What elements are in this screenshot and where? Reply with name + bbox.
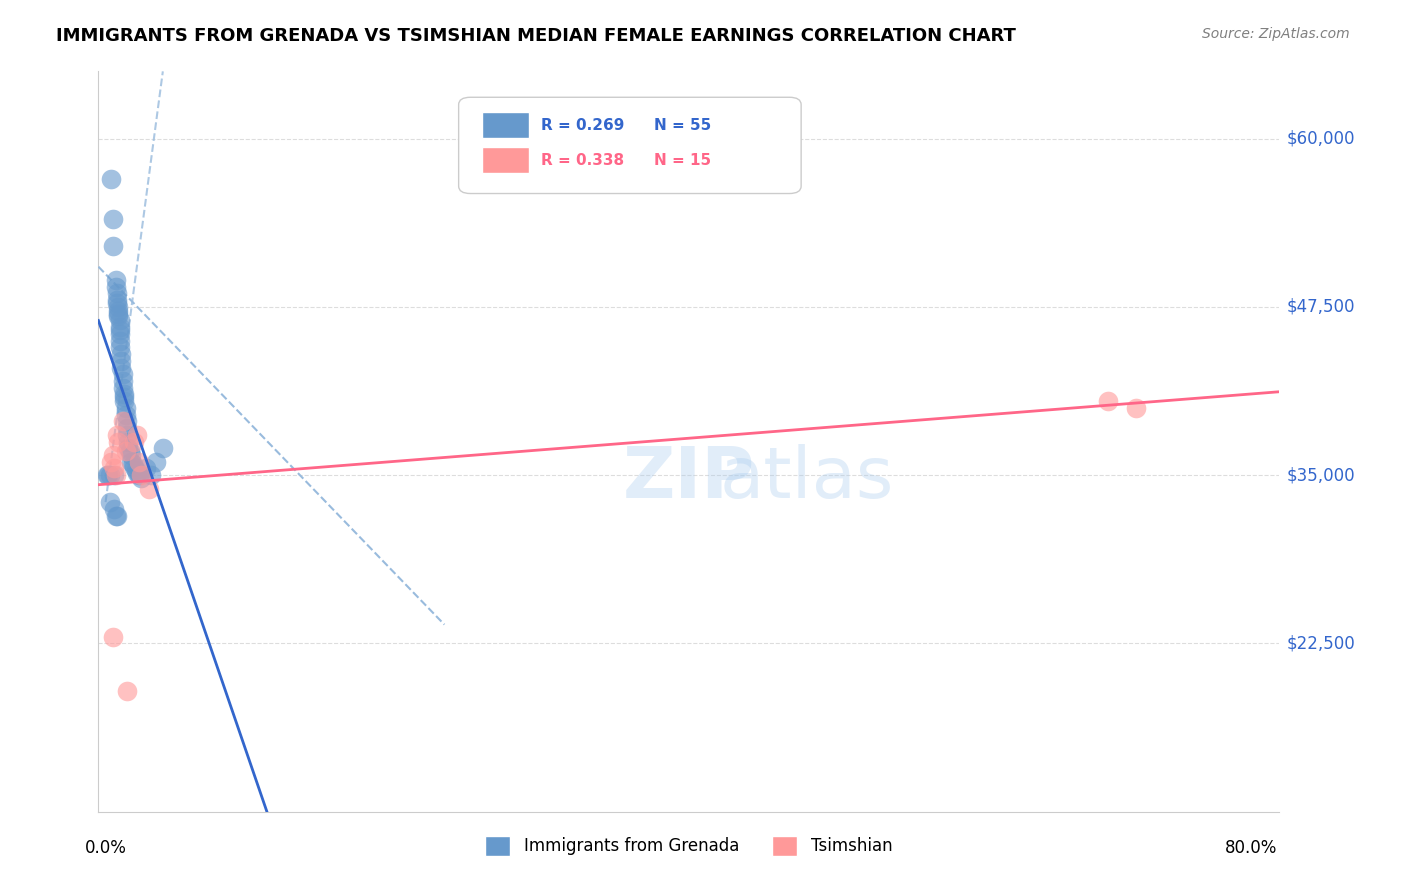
Point (104, 508, 127, 523)
Point (124, 463, 146, 477)
Bar (482, 147, 530, 173)
Point (125, 427, 148, 442)
FancyBboxPatch shape (458, 97, 801, 194)
Point (97, 468, 120, 483)
Point (107, 310, 129, 324)
Point (96, 468, 118, 483)
Point (110, 353, 132, 368)
Point (103, 461, 125, 475)
Point (98, 468, 121, 483)
Point (120, 455, 142, 469)
Text: $47,500: $47,500 (1286, 298, 1355, 316)
Point (114, 408, 136, 422)
Point (1125, 401, 1147, 415)
Point (108, 340, 131, 354)
Point (131, 471, 153, 485)
Point (121, 458, 143, 472)
Point (120, 448, 142, 462)
Point (117, 434, 139, 449)
Text: IMMIGRANTS FROM GRENADA VS TSIMSHIAN MEDIAN FEMALE EARNINGS CORRELATION CHART: IMMIGRANTS FROM GRENADA VS TSIMSHIAN MED… (56, 27, 1017, 45)
Point (105, 293, 128, 308)
Text: $60,000: $60,000 (1286, 129, 1355, 148)
Point (112, 387, 135, 401)
Bar (482, 112, 530, 138)
Point (101, 239, 124, 253)
Point (111, 414, 134, 428)
Point (108, 334, 131, 348)
Text: 0.0%: 0.0% (84, 838, 127, 856)
Point (104, 279, 127, 293)
Point (105, 296, 128, 310)
Point (118, 444, 141, 458)
Point (103, 468, 125, 483)
Point (108, 313, 131, 327)
Point (111, 368, 134, 382)
Point (105, 427, 128, 442)
Text: $35,000: $35,000 (1286, 467, 1355, 484)
Point (112, 390, 135, 404)
Point (110, 360, 132, 375)
Text: N = 55: N = 55 (654, 118, 711, 133)
Point (135, 461, 157, 475)
Point (108, 326, 131, 341)
Point (101, 448, 124, 462)
Point (141, 468, 163, 483)
Text: ZIP: ZIP (623, 444, 755, 513)
Text: $22,500: $22,500 (1286, 634, 1355, 652)
Point (125, 466, 148, 480)
Point (131, 468, 153, 483)
Point (117, 442, 139, 456)
Point (110, 347, 132, 361)
Point (101, 212, 124, 227)
Point (115, 421, 138, 435)
Point (108, 323, 131, 337)
Point (122, 434, 145, 449)
Point (128, 455, 150, 469)
Point (112, 394, 135, 409)
Point (101, 630, 124, 644)
Point (114, 444, 136, 458)
Point (100, 172, 122, 186)
Point (111, 381, 134, 395)
Point (138, 482, 160, 496)
Text: R = 0.269: R = 0.269 (541, 118, 624, 133)
Point (107, 307, 129, 321)
Point (107, 434, 129, 449)
Point (114, 401, 136, 415)
Text: 80.0%: 80.0% (1225, 838, 1277, 856)
Point (145, 455, 167, 469)
Point (1097, 394, 1119, 409)
Point (111, 374, 134, 388)
Point (122, 460, 145, 475)
Point (115, 414, 138, 428)
Point (107, 300, 129, 314)
Point (108, 320, 131, 334)
Point (115, 427, 138, 442)
Point (104, 468, 127, 483)
Text: R = 0.338: R = 0.338 (541, 153, 624, 168)
Point (107, 304, 129, 318)
Point (98, 495, 121, 509)
Point (100, 455, 122, 469)
Legend: Immigrants from Grenada, Tsimshian: Immigrants from Grenada, Tsimshian (479, 829, 898, 863)
Point (128, 468, 150, 483)
Point (103, 501, 125, 516)
Point (104, 273, 127, 287)
Point (152, 442, 174, 456)
Point (105, 508, 128, 523)
Point (105, 286, 128, 301)
Text: N = 15: N = 15 (654, 153, 710, 168)
Text: atlas: atlas (720, 444, 894, 513)
Point (115, 683, 138, 698)
Text: Source: ZipAtlas.com: Source: ZipAtlas.com (1202, 27, 1350, 41)
